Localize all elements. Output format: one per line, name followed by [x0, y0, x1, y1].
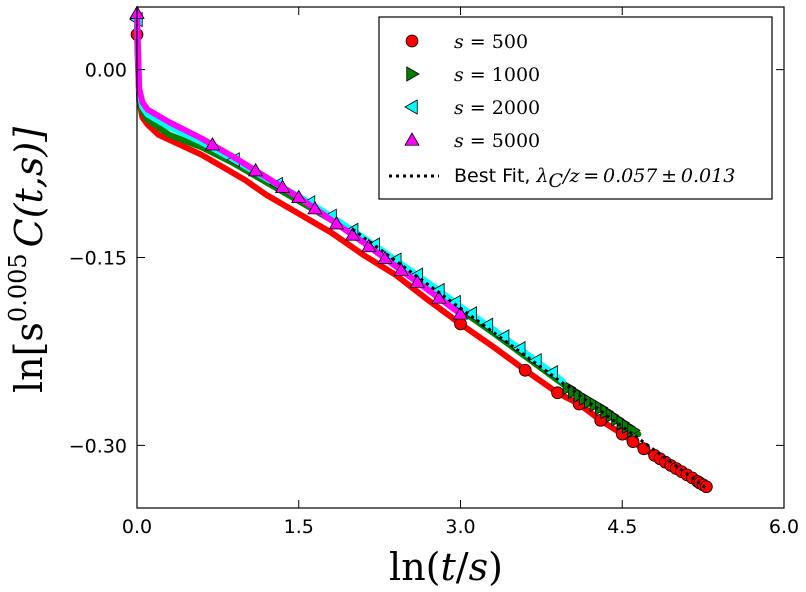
- y-axis-label: ln[s0.005 C(t,s)]: [4, 127, 51, 393]
- legend-marker-5000: [404, 132, 420, 146]
- legend: s = 500 s = 1000 s = 2000 s = 5000 Best …: [378, 16, 773, 200]
- data-point-5000-10: [393, 262, 409, 276]
- y-tick-label: 0.00: [85, 60, 127, 82]
- data-point-2000-14: [512, 341, 526, 357]
- ticks-layer: 0.0 1.5 3.0 4.5 6.0 0.00 −0.15 −0.30: [69, 7, 799, 538]
- data-point-500-7: [626, 435, 640, 448]
- legend-markers: [404, 34, 420, 146]
- data-point-5000-6: [328, 215, 345, 230]
- y-axis-label-group: ln[s0.005 C(t,s)]: [4, 127, 51, 393]
- data-point-5000-5: [307, 200, 323, 215]
- legend-marker-2000: [404, 99, 418, 115]
- legend-label-s5000: s = 5000: [454, 130, 540, 152]
- x-tick-label: 4.5: [607, 516, 637, 538]
- legend-label-s2000-var: s: [454, 97, 464, 119]
- data-point-5000-13: [452, 306, 469, 320]
- legend-label-s500-var: s: [454, 31, 464, 53]
- legend-marker-1000: [406, 66, 420, 82]
- series-5000: [129, 5, 469, 320]
- series-layer: [129, 5, 713, 494]
- x-axis-label: ln(t/s): [389, 545, 503, 589]
- legend-label-s1000-val: 1000: [492, 64, 540, 86]
- legend-label-fit-sub: C: [549, 170, 564, 192]
- legend-label-s1000: s = 1000: [454, 64, 540, 86]
- y-tick-label: −0.15: [69, 248, 127, 270]
- x-tick-label: 0.0: [122, 516, 152, 538]
- data-point-5000-11: [409, 274, 426, 288]
- data-point-500-1: [454, 317, 467, 331]
- legend-label-s1000-var: s: [454, 64, 464, 86]
- legend-label-fit-lambda: λ: [535, 165, 548, 187]
- legend-label-s2000-val: 2000: [492, 97, 540, 119]
- data-point-5000-4: [291, 189, 307, 204]
- legend-label-fit: Best Fit, λC/z = 0.057 ± 0.013: [454, 165, 735, 192]
- data-point-5000-9: [377, 250, 393, 264]
- data-point-500-20: [700, 480, 713, 494]
- x-tick-label: 1.5: [284, 516, 314, 538]
- data-point-5000-12: [431, 290, 447, 304]
- x-tick-label: 6.0: [769, 516, 799, 538]
- data-point-500-3: [551, 386, 564, 400]
- data-point-5000-8: [361, 238, 377, 253]
- legend-marker-500: [405, 34, 419, 48]
- legend-label-s500: s = 500: [454, 31, 528, 53]
- legend-label-fit-prefix: Best Fit,: [454, 165, 536, 187]
- data-point-500-2: [518, 363, 532, 377]
- data-point-5000-7: [344, 227, 361, 241]
- legend-label-s5000-val: 5000: [492, 130, 540, 152]
- y-axis-label-exponent: 0.005: [4, 253, 32, 322]
- data-point-5000-3: [274, 179, 291, 194]
- legend-label-s500-val: 500: [492, 31, 528, 53]
- y-axis-label-suffix: C(t,s)]: [7, 127, 51, 248]
- y-axis-label-prefix: ln[s: [7, 322, 51, 393]
- legend-label-fit-rest: /z = 0.057 ± 0.013: [561, 165, 735, 187]
- data-point-5000-2: [247, 162, 264, 177]
- data-point-5000-1: [204, 136, 221, 151]
- legend-box: [378, 16, 773, 200]
- x-tick-label: 3.0: [445, 516, 475, 538]
- y-tick-label: −0.30: [69, 435, 127, 457]
- legend-label-s5000-var: s: [454, 130, 464, 152]
- legend-label-s2000: s = 2000: [454, 97, 540, 119]
